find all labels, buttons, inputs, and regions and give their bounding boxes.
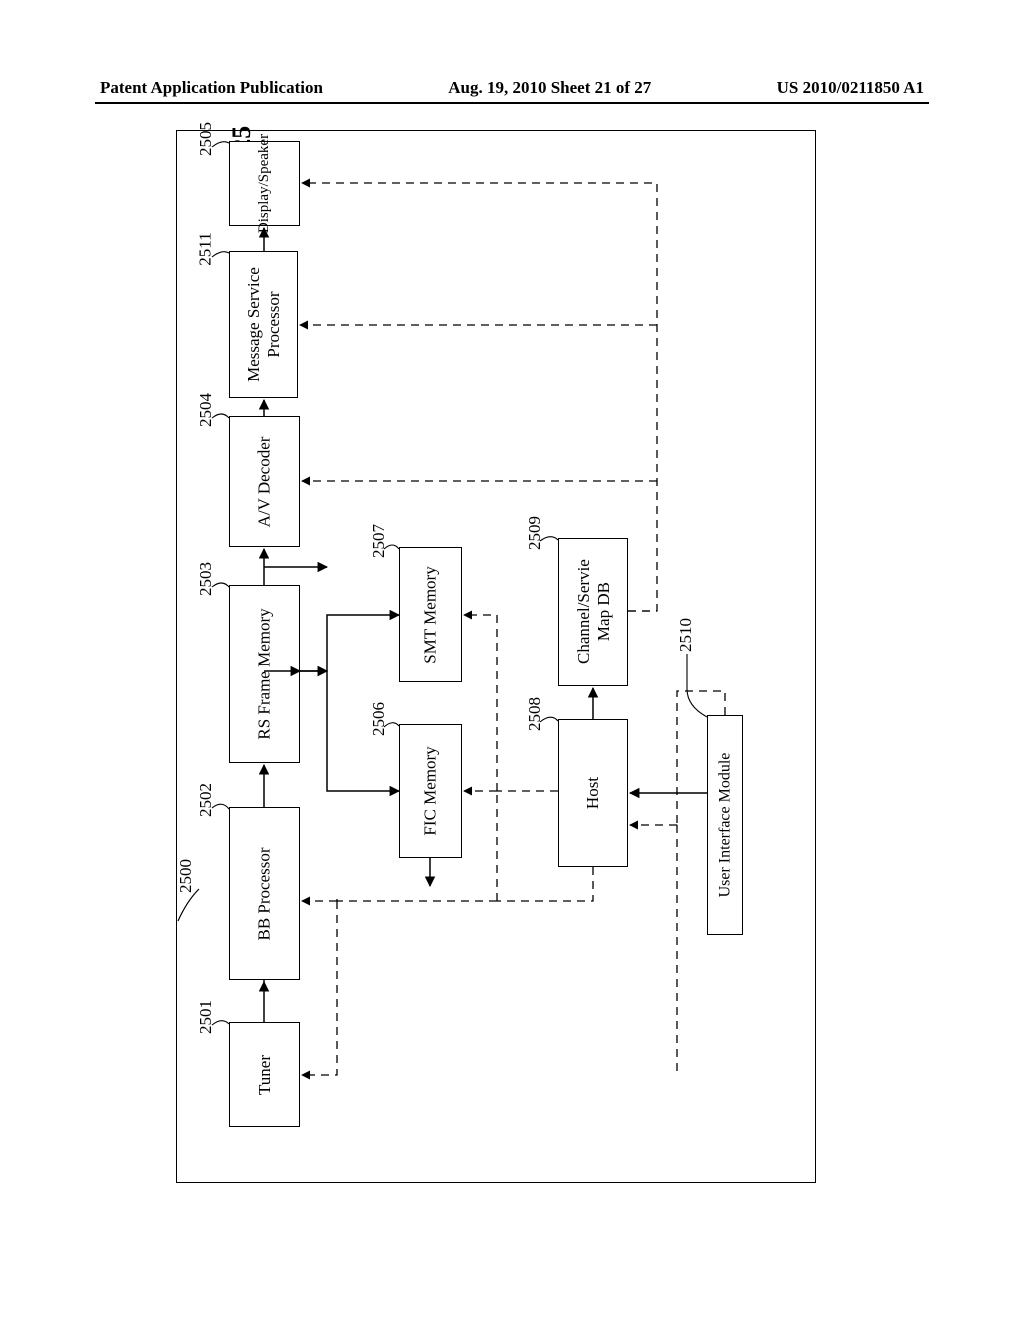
box-bb-processor: BB Processor [229,807,300,980]
label-smt: SMT Memory [421,566,441,663]
box-user-interface-module: User Interface Module [707,715,743,935]
ref-msg: 2511 [196,232,216,265]
box-smt-memory: SMT Memory [399,547,462,682]
label-display-speaker: Display/Speaker [256,134,273,233]
ref-fic: 2506 [369,702,389,736]
ref-tuner: 2501 [196,1000,216,1034]
box-rs-frame-memory: RS Frame Memory [229,585,300,763]
label-host: Host [583,777,603,809]
box-host: Host [558,719,628,867]
box-message-service-processor: Message ServiceProcessor [229,251,298,398]
ref-smt: 2507 [369,524,389,558]
label-tuner: Tuner [255,1055,275,1095]
label-msg: Message ServiceProcessor [244,267,283,382]
box-av-decoder: A/V Decoder [229,416,300,547]
ref-rs: 2503 [196,562,216,596]
ref-ui: 2510 [676,618,696,652]
label-av: A/V Decoder [255,436,275,527]
figure-frame: FIG. 25 2500 Tuner 2501 BB Processor 250… [176,130,816,1183]
box-tuner: Tuner [229,1022,300,1127]
ref-map: 2509 [525,516,545,550]
ref-frame: 2500 [176,859,196,893]
ref-disp: 2505 [196,122,216,156]
label-ui: User Interface Module [716,753,734,898]
label-bb: BB Processor [255,847,275,940]
label-map: Channel/ServieMap DB [573,560,612,665]
header-rule [95,102,929,104]
header-left: Patent Application Publication [100,78,323,98]
header-center: Aug. 19, 2010 Sheet 21 of 27 [448,78,651,98]
ref-av: 2504 [196,393,216,427]
ref-bb: 2502 [196,783,216,817]
ref-host: 2508 [525,697,545,731]
label-rs: RS Frame Memory [255,608,275,739]
display-speaker: Display/Speaker [229,141,300,226]
page-header: Patent Application Publication Aug. 19, … [100,78,924,98]
box-channel-service-map-db: Channel/ServieMap DB [558,538,628,686]
box-fic-memory: FIC Memory [399,724,462,858]
label-fic: FIC Memory [421,746,441,835]
header-right: US 2010/0211850 A1 [777,78,924,98]
